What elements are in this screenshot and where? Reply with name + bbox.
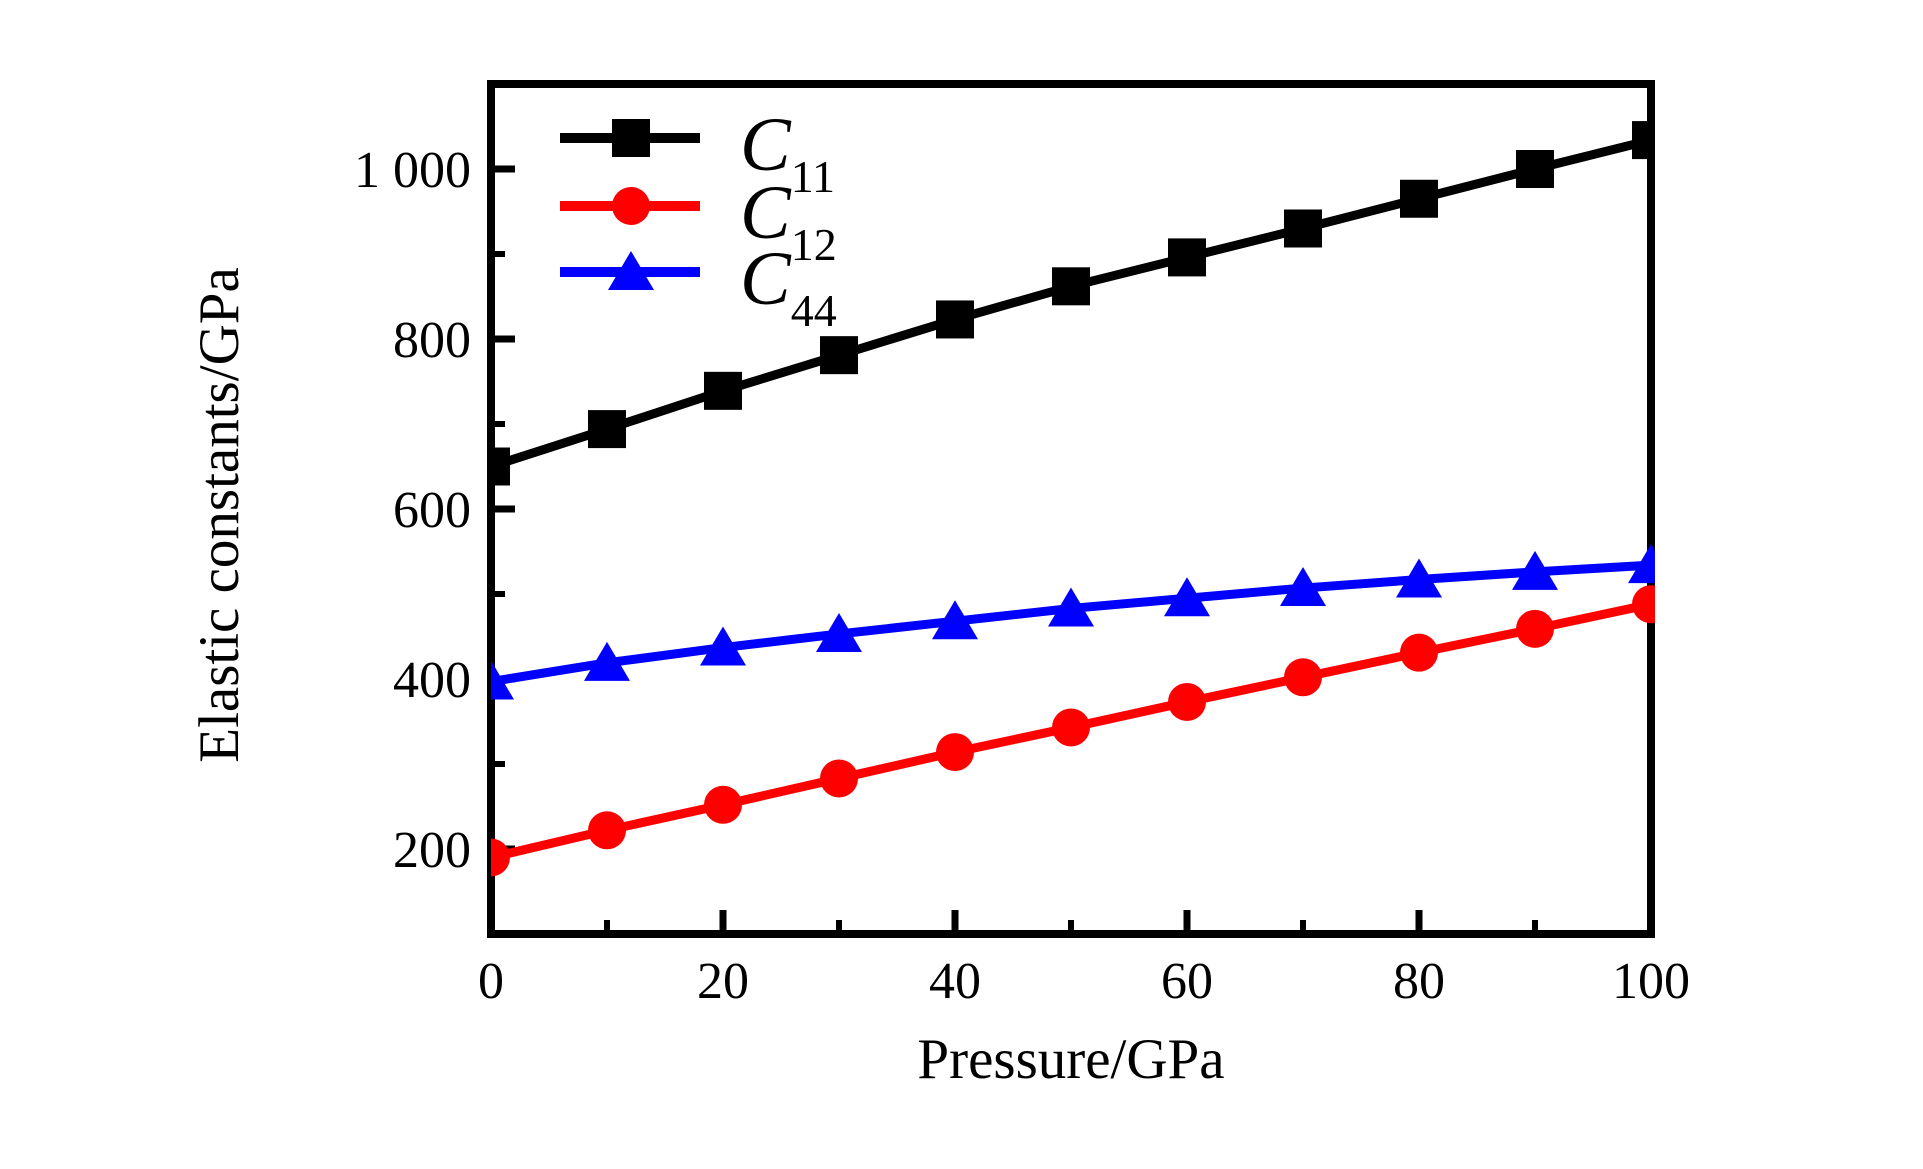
legend-item-c11: C11	[560, 103, 835, 202]
data-point-c44	[1280, 567, 1326, 607]
data-point-c11	[1284, 209, 1322, 248]
data-point-c44	[584, 641, 630, 681]
data-point-c12	[1400, 633, 1438, 672]
data-point-c12	[1052, 708, 1090, 747]
series-c44	[491, 544, 1655, 700]
data-point-c11	[588, 410, 626, 449]
data-point-c11	[704, 371, 742, 410]
data-point-c12	[936, 733, 974, 772]
data-point-c44	[1396, 558, 1442, 598]
y-tick-label: 600	[393, 482, 471, 539]
legend-label-c11: C11	[740, 103, 835, 202]
data-point-c11	[1168, 238, 1206, 277]
data-point-c44	[932, 600, 978, 640]
y-tick-label: 1 000	[354, 142, 471, 199]
data-point-c44	[700, 626, 746, 666]
data-point-c44	[1048, 587, 1094, 627]
x-tick-label: 60	[1161, 953, 1213, 1010]
data-point-c12	[491, 838, 510, 877]
legend-marker-c11	[612, 119, 650, 157]
data-point-c11	[1052, 267, 1090, 306]
legend-item-c44: C44	[560, 237, 837, 336]
x-axis-title: Pressure/GPa	[917, 1028, 1224, 1091]
series-c11	[491, 121, 1655, 486]
x-tick-label: 40	[929, 953, 981, 1010]
data-point-c12	[1284, 658, 1322, 697]
plot-frame	[487, 80, 1655, 938]
data-point-c44	[1512, 550, 1558, 590]
x-tick-label: 100	[1612, 953, 1690, 1010]
data-point-c11	[1516, 150, 1554, 188]
data-point-c12	[1632, 585, 1655, 624]
data-point-c44	[1164, 577, 1210, 617]
legend-marker-c12	[612, 187, 650, 225]
data-point-c11	[936, 300, 974, 339]
data-point-c12	[820, 759, 858, 798]
data-point-c12	[588, 811, 626, 850]
y-tick-label: 400	[393, 652, 471, 709]
data-series	[491, 121, 1655, 877]
series-c12	[491, 585, 1655, 877]
data-point-c44	[816, 612, 862, 652]
y-tick-label: 800	[393, 312, 471, 369]
y-axis-title: Elastic constants/GPa	[188, 267, 251, 763]
data-point-c12	[1516, 609, 1554, 648]
y-tick-label: 200	[393, 822, 471, 879]
data-point-c12	[1168, 682, 1206, 721]
legend-item-c12: C12	[560, 171, 837, 270]
data-point-c11	[1400, 179, 1438, 218]
legend-marker-c44	[608, 251, 654, 290]
data-point-c11	[1632, 121, 1655, 160]
data-point-c11	[491, 447, 510, 486]
data-point-c44	[491, 660, 514, 700]
legend-label-c44: C44	[740, 237, 837, 336]
x-tick-label: 0	[478, 953, 504, 1010]
axis-ticks: 0 20 40 60 80 100 200 400 600 800 1 000	[354, 142, 1690, 1010]
data-point-c11	[820, 336, 858, 375]
x-tick-label: 80	[1393, 953, 1445, 1010]
x-tick-label: 20	[697, 953, 749, 1010]
data-point-c44	[1628, 544, 1655, 584]
data-point-c12	[704, 785, 742, 824]
legend-label-c12: C12	[740, 171, 837, 270]
